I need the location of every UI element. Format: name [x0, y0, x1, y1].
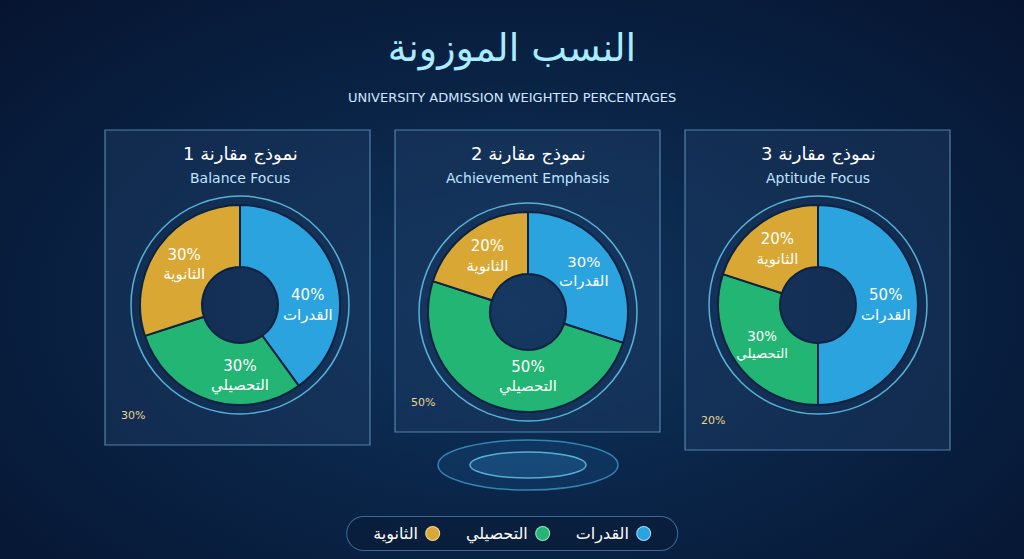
svg-text:نموذج مقارنة 3: نموذج مقارنة 3: [761, 143, 876, 165]
svg-text:50%القدرات: 50%القدرات: [861, 286, 911, 324]
svg-text:30%القدرات: 30%القدرات: [559, 253, 608, 290]
svg-text:النسب الموزونة: النسب الموزونة: [388, 26, 636, 71]
svg-text:نموذج مقارنة 2: نموذج مقارنة 2: [471, 143, 586, 165]
svg-text:50%: 50%: [411, 396, 435, 409]
svg-text:30%التحصيلي: 30%التحصيلي: [736, 329, 788, 361]
svg-text:Balance Focus: Balance Focus: [190, 170, 290, 186]
svg-text:50%التحصيلي: 50%التحصيلي: [499, 358, 557, 397]
svg-text:30%: 30%: [121, 409, 145, 422]
svg-text:30%الثانوية: 30%الثانوية: [163, 246, 205, 284]
svg-text:20%الثانوية: 20%الثانوية: [756, 230, 798, 268]
svg-text:40%القدرات: 40%القدرات: [283, 286, 333, 324]
svg-text:20%: 20%: [701, 414, 725, 427]
svg-text:20%الثانوية: 20%الثانوية: [466, 237, 508, 275]
svg-text:30%التحصيلي: 30%التحصيلي: [211, 357, 269, 396]
svg-text:نموذج مقارنة 1: نموذج مقارنة 1: [183, 143, 298, 165]
html-text:الثانوية: الثانوية: [373, 524, 418, 543]
svg-text:Aptitude Focus: Aptitude Focus: [766, 170, 870, 186]
html-text:التحصيلي: التحصيلي: [466, 524, 528, 543]
html-text:القدرات: القدرات: [575, 524, 629, 543]
svg-text:Achievement Emphasis: Achievement Emphasis: [446, 170, 610, 186]
svg-text:UNIVERSITY ADMISSION WEIGHTED: UNIVERSITY ADMISSION WEIGHTED PERCENTAGE…: [348, 90, 676, 105]
